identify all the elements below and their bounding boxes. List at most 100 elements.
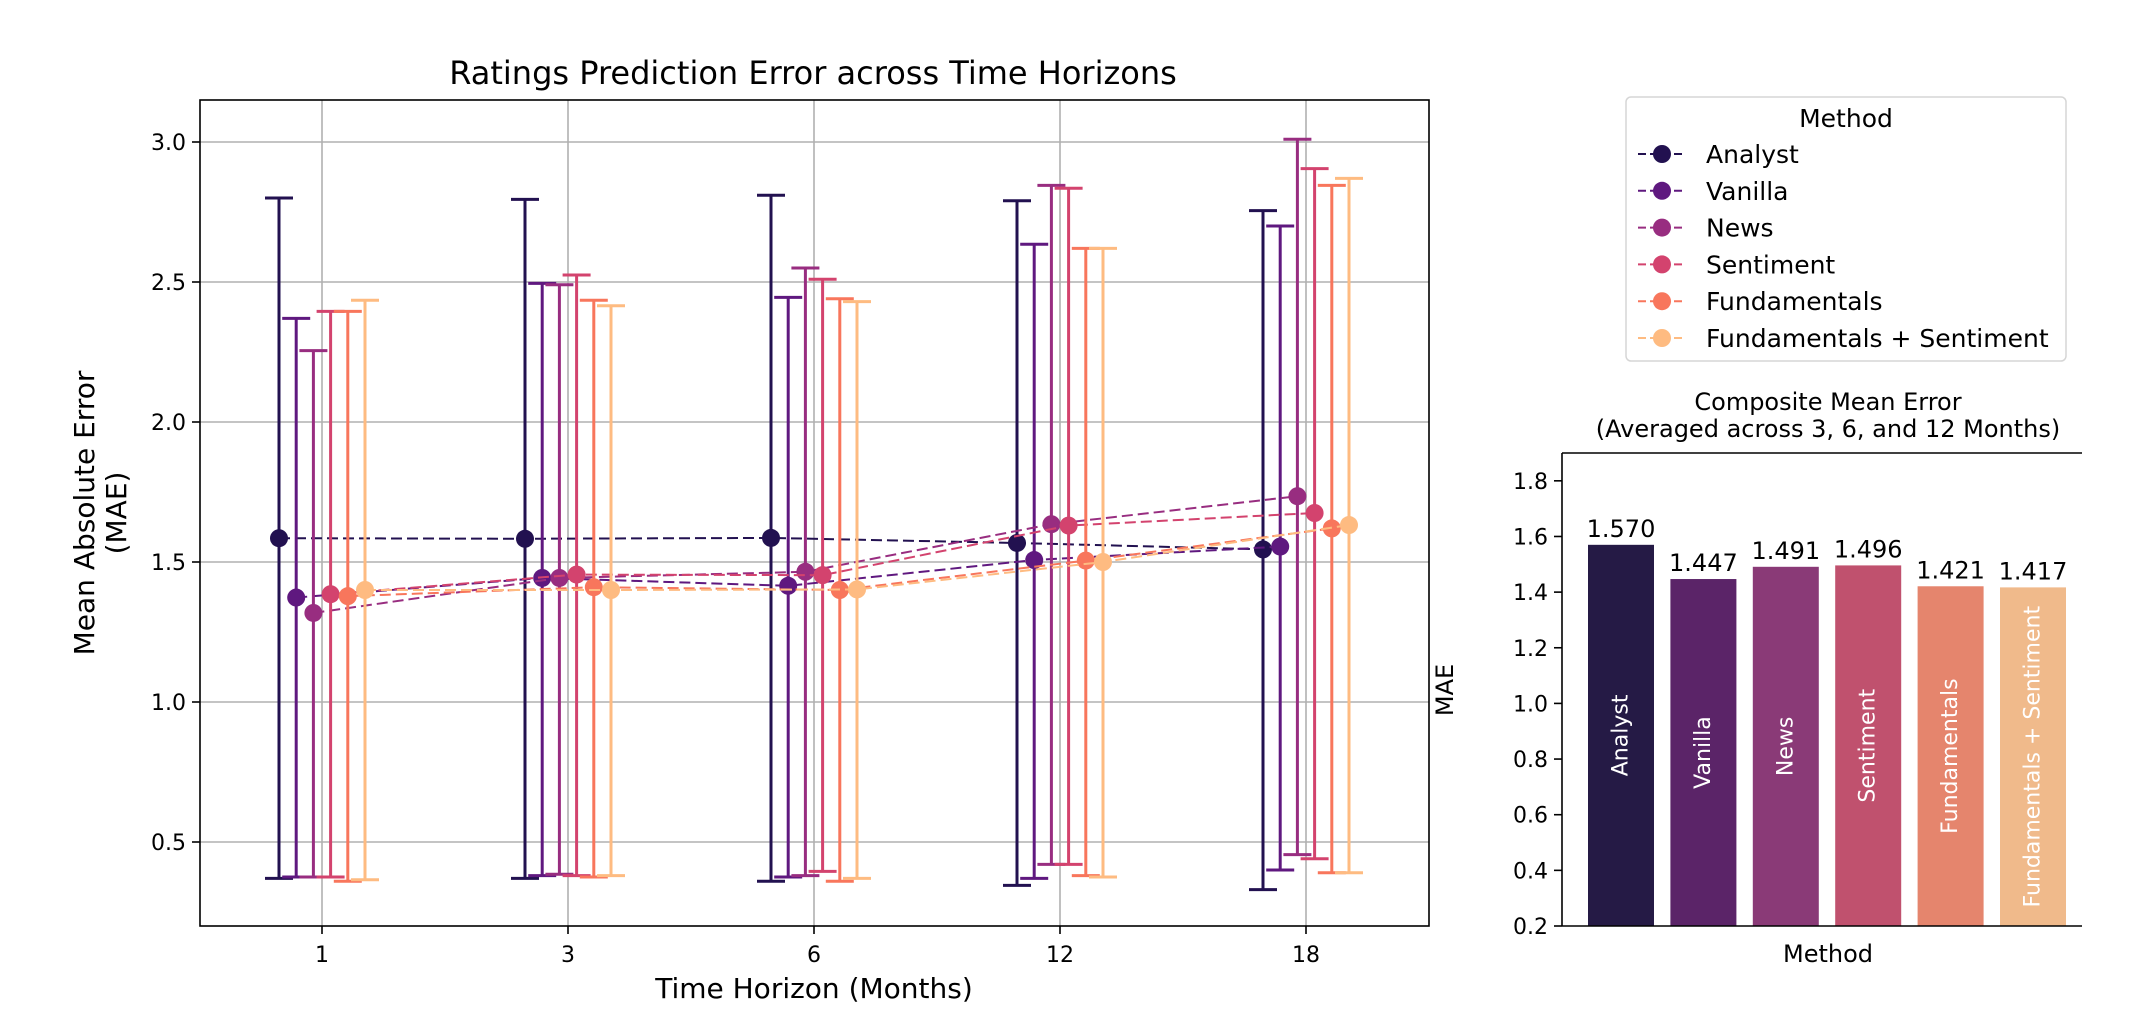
- legend-marker: [1653, 292, 1671, 311]
- data-point: [1059, 516, 1078, 535]
- data-point: [584, 578, 603, 597]
- bar-y-tick-label: 1.4: [1513, 581, 1548, 606]
- bars-group: 1.570 Analyst 1.447 Vanilla 1.491 News 1.496 Se…: [1587, 515, 2068, 926]
- y-tick-label: 2.0: [151, 411, 186, 436]
- legend-label: Analyst: [1706, 140, 1799, 169]
- bar-category-label: Sentiment: [1856, 688, 1881, 802]
- legend-item: Fundamentals: [1638, 287, 1883, 316]
- chart-title: Ratings Prediction Error across Time Hor…: [449, 54, 1177, 92]
- series-news: [299, 137, 1312, 879]
- data-point: [796, 562, 815, 581]
- data-point: [1094, 553, 1112, 571]
- x-tick-label: 18: [1292, 943, 1320, 968]
- legend: Method Analyst Vanilla News Sentiment Fundam…: [1625, 96, 2067, 362]
- legend-label: News: [1706, 214, 1774, 243]
- x-tick-label: 1: [315, 943, 329, 968]
- data-point: [848, 580, 866, 599]
- legend-label: Fundamentals + Sentiment: [1706, 324, 2049, 353]
- bar-y-tick-label: 0.8: [1513, 748, 1548, 773]
- x-tick-label: 6: [807, 943, 821, 968]
- bar-y-axis-label: MAE: [1431, 664, 1459, 716]
- bar-y-tick-label: 1.2: [1513, 637, 1548, 662]
- data-point: [602, 581, 620, 599]
- bar: [1670, 579, 1737, 926]
- legend-marker: [1653, 218, 1671, 237]
- bar-y-tick-label: 0.2: [1513, 915, 1548, 940]
- data-point: [762, 528, 780, 547]
- data-point: [287, 588, 306, 607]
- data-point: [270, 529, 288, 548]
- y-tick-label: 2.5: [151, 271, 186, 296]
- series-analyst: [265, 193, 1277, 892]
- data-point: [813, 566, 832, 585]
- bar-x-axis-label: Method: [1783, 940, 1873, 968]
- y-tick-label: 1.0: [151, 691, 186, 716]
- series-fundamentals: [333, 183, 1346, 883]
- data-point: [1042, 515, 1061, 534]
- bar-category-label: Analyst: [1609, 694, 1634, 776]
- series-line: [365, 524, 1350, 591]
- bar-y-tick-label: 0.6: [1513, 804, 1548, 829]
- data-point: [304, 603, 323, 622]
- legend-label: Sentiment: [1706, 250, 1835, 279]
- bar-y-axis-ticks: 0.2 0.4 0.6 0.8 1.0 1.2 1.4 1.6 1.8: [1513, 470, 1562, 940]
- bar-sentiment: 1.496 Sentiment: [1834, 535, 1903, 926]
- bar-chart-title-line-2: (Averaged across 3, 6, and 12 Months): [1596, 415, 2060, 443]
- bar-value-label: 1.570: [1587, 515, 1656, 543]
- data-point: [567, 565, 586, 584]
- composite-bar-chart: Composite Mean Error (Averaged across 3,…: [1431, 388, 2082, 968]
- bar-chart-title-line-1: Composite Mean Error: [1694, 388, 1961, 416]
- x-tick-label: 3: [561, 943, 575, 968]
- y-axis-label-line-2: (MAE): [100, 472, 133, 555]
- data-point: [1254, 540, 1272, 559]
- legend-marker: [1653, 181, 1671, 200]
- bar-fundamentals: 1.421 Fundamentals: [1916, 556, 1985, 926]
- series-line: [278, 536, 1264, 551]
- bar-news: 1.491 News: [1751, 537, 1820, 926]
- legend-marker: [1653, 329, 1671, 347]
- bar-y-tick-label: 1.0: [1513, 692, 1548, 717]
- series-fundamentals-sentiment: [351, 176, 1363, 882]
- error-line-chart: Ratings Prediction Error across Time Hor…: [68, 54, 1430, 1005]
- x-axis-label: Time Horizon (Months): [654, 972, 973, 1005]
- series-vanilla: [282, 224, 1295, 880]
- y-tick-label: 0.5: [151, 831, 186, 856]
- data-point: [1340, 516, 1358, 535]
- y-tick-label: 1.5: [151, 551, 186, 576]
- bar-category-label: News: [1773, 717, 1798, 776]
- legend-item: Vanilla: [1638, 177, 1788, 206]
- legend-items: Analyst Vanilla News Sentiment Fundamentals F…: [1638, 140, 2049, 353]
- series-group: [265, 137, 1363, 892]
- bar-y-tick-label: 1.6: [1513, 525, 1548, 550]
- bar-value-label: 1.417: [1999, 557, 2068, 585]
- bar-analyst: 1.570 Analyst: [1587, 515, 1656, 926]
- data-point: [321, 585, 340, 604]
- data-point: [1288, 487, 1307, 506]
- data-point: [550, 568, 569, 587]
- bar: [2000, 587, 2066, 926]
- data-point: [356, 581, 374, 599]
- y-tick-label: 3.0: [151, 131, 186, 156]
- data-point: [1305, 504, 1324, 522]
- grid-lines: [200, 100, 1429, 926]
- legend-label: Vanilla: [1706, 177, 1788, 206]
- bar-category-label: Vanilla: [1691, 716, 1716, 789]
- legend-marker: [1653, 255, 1671, 274]
- data-point: [1271, 537, 1290, 556]
- bar: [1917, 586, 1984, 926]
- x-tick-label: 12: [1046, 943, 1074, 968]
- bar-category-label: Fundamentals: [1938, 678, 1963, 833]
- bar-value-label: 1.421: [1916, 556, 1985, 584]
- legend-label: Fundamentals: [1706, 287, 1883, 316]
- data-point: [1076, 551, 1095, 570]
- series-line: [330, 512, 1315, 596]
- bar: [1588, 544, 1654, 926]
- bar: [1752, 566, 1819, 926]
- series-sentiment: [316, 167, 1329, 879]
- bar-fundamentals-sentiment: 1.417 Fundamentals + Sentiment: [1999, 557, 2068, 926]
- data-point: [779, 576, 798, 595]
- legend-item: News: [1638, 214, 1774, 243]
- legend-marker: [1653, 145, 1671, 163]
- bar-vanilla: 1.447 Vanilla: [1669, 549, 1738, 926]
- legend-frame: [1625, 96, 2067, 362]
